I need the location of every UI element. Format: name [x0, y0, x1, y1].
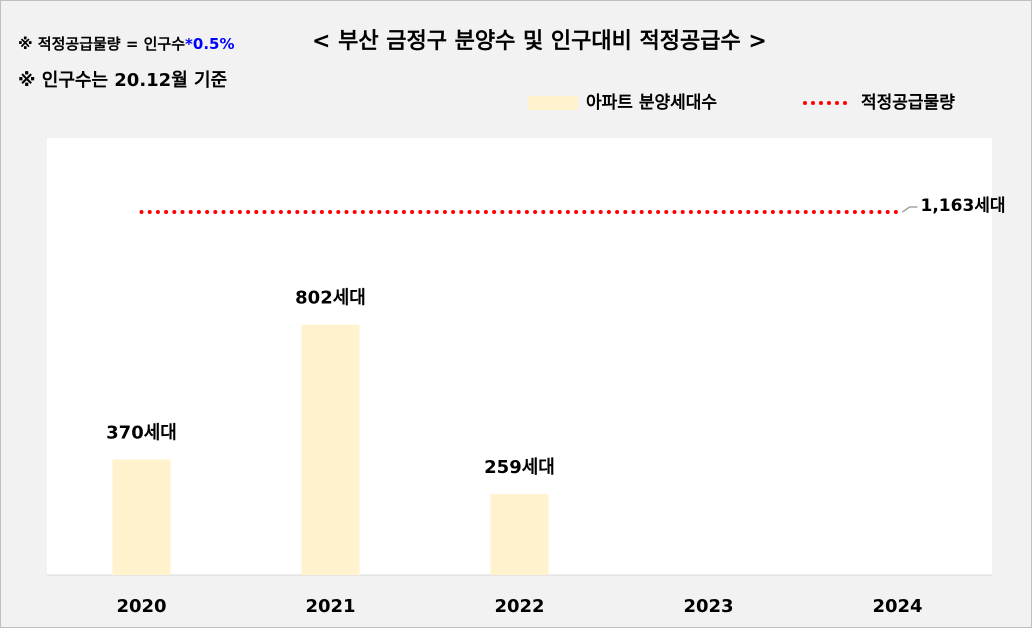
legend-swatch: [528, 96, 578, 110]
x-tick-label: 2023: [683, 596, 733, 617]
legend-label: 적정공급물량: [861, 93, 955, 113]
bar: [301, 324, 360, 575]
leader: [902, 206, 918, 213]
x-tick-label: 2020: [116, 596, 166, 617]
bar: [112, 459, 171, 575]
data-label: 259세대: [484, 457, 555, 478]
data-label: 370세대: [106, 423, 177, 444]
data-label: 802세대: [295, 288, 366, 309]
formula-note: ※ 적정공급물량 = 인구수*0.5%: [18, 35, 234, 53]
x-tick-label: 2021: [305, 596, 355, 617]
x-tick-label: 2022: [494, 596, 544, 617]
legend-label: 아파트 분양세대수: [586, 93, 717, 113]
x-tick-label: 2024: [872, 596, 922, 617]
data-label: 1,163세대: [921, 196, 1006, 216]
population-note: ※ 인구수는 20.12월 기준: [18, 70, 227, 91]
bar: [490, 494, 549, 575]
chart-title: < 부산 금정구 분양수 및 인구대비 적정공급수 >: [312, 29, 767, 54]
